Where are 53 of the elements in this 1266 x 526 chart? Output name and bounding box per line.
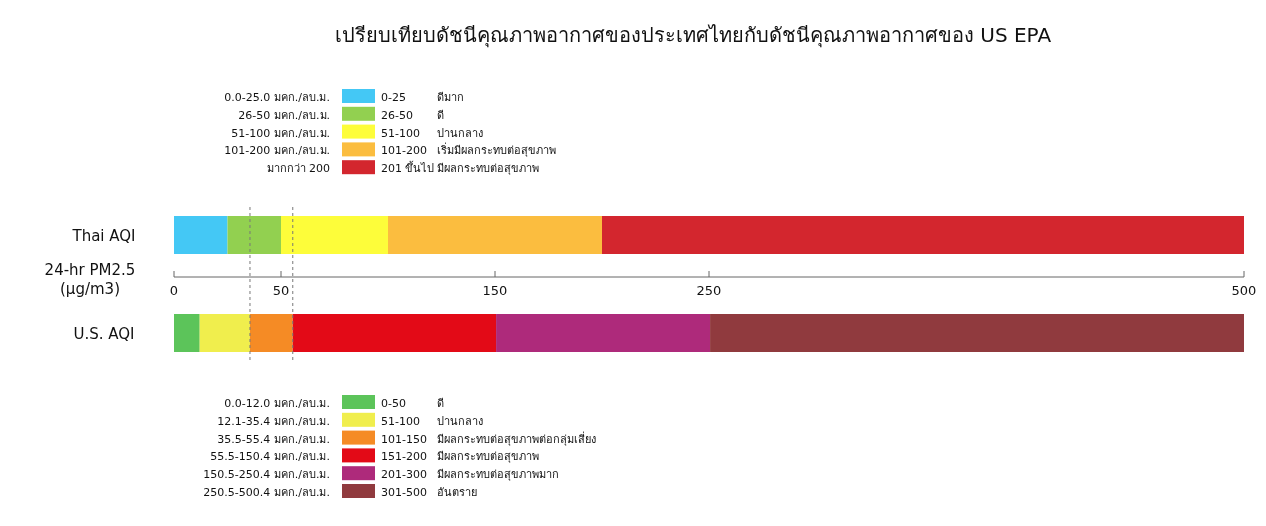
chart-title: เปรียบเทียบดัชนีคุณภาพอากาศของประเทศไทยกับดัชนีคุณภาพอากาศของ US EPA — [334, 23, 1052, 48]
x-tick-label: 150 — [482, 283, 508, 298]
legend-label: 0-25 — [381, 91, 406, 104]
text: 0.0-12.0 มคก./ลบ.ม. — [224, 397, 330, 410]
y-tick-label: U.S. AQI — [73, 325, 135, 343]
legend-item: 151-200 — [342, 448, 427, 464]
legend-item: 0-50 — [342, 395, 406, 410]
legend-item: 51-100 — [342, 412, 420, 428]
legend-label: 101-200 — [381, 144, 427, 158]
legend-item: 0-25 — [342, 89, 406, 104]
legend-item: 101-150 — [342, 430, 427, 446]
text: อันตราย — [437, 486, 477, 499]
text: 55.5-150.4 มคก./ลบ.ม. — [210, 450, 330, 464]
text: 0.0-25.0 มคก./ลบ.ม. — [224, 91, 330, 104]
legend-label: 51-100 — [381, 126, 420, 140]
text: 101-200 มคก./ลบ.ม. — [224, 144, 330, 158]
text: มากกว่า 200 — [266, 162, 330, 176]
legend-label: 101-150 — [381, 432, 427, 446]
text: 12.1-35.4 มคก./ลบ.ม. — [217, 414, 330, 428]
legend-label: 151-200 — [381, 450, 427, 464]
legend-label: 201 ขึ้นไป — [381, 160, 435, 176]
legend-label: 26-50 — [381, 108, 413, 122]
legend-label: 301-500 — [381, 486, 427, 499]
x-tick-label: 250 — [696, 283, 722, 298]
text: 250.5-500.4 มคก./ลบ.ม. — [203, 486, 330, 499]
legend-item: 101-200 — [342, 142, 427, 158]
text: มีผลกระทบต่อสุขภาพมาก — [437, 468, 559, 482]
y-tick-label: Thai AQI — [71, 227, 136, 245]
text: ปานกลาง — [437, 126, 483, 140]
text: 150.5-250.4 มคก./ลบ.ม. — [203, 468, 330, 482]
legend-label: 51-100 — [381, 414, 420, 428]
legend-item: 26-50 — [342, 106, 413, 122]
text: เริ่มมีผลกระทบต่อสุขภาพ — [437, 144, 556, 158]
text: มีผลกระทบต่อสุขภาพ — [437, 162, 539, 176]
x-axis-title: 24-hr PM2.5 (µg/m3) — [44, 261, 136, 298]
text: มีผลกระทบต่อสุขภาพ — [437, 450, 539, 464]
text: ดีมาก — [437, 91, 464, 104]
legend-label: 0-50 — [381, 397, 406, 410]
text: 51-100 มคก./ลบ.ม. — [231, 126, 330, 140]
legend-item: 201-300 — [342, 466, 427, 482]
text: ปานกลาง — [437, 414, 483, 428]
legend-item: 51-100 — [342, 124, 420, 140]
legend-item: 301-500 — [342, 484, 427, 499]
x-tick-label: 50 — [272, 283, 290, 298]
text: มีผลกระทบต่อสุขภาพต่อกลุ่มเสี่ยง — [437, 432, 596, 446]
text: ดี — [437, 397, 444, 410]
legend-label: 201-300 — [381, 468, 427, 482]
text: 35.5-55.4 มคก./ลบ.ม. — [217, 432, 330, 446]
text: ดี — [437, 108, 444, 122]
x-tick-label: 500 — [1231, 283, 1257, 298]
text: 26-50 มคก./ลบ.ม. — [238, 108, 330, 122]
legend-item: 201 ขึ้นไป — [342, 160, 435, 176]
x-tick-label: 0 — [169, 283, 179, 298]
